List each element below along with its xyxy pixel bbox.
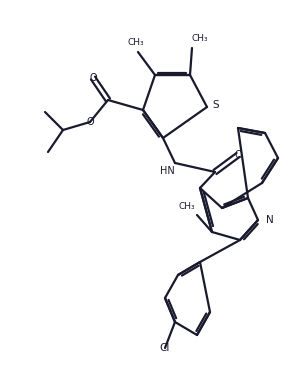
Text: O: O [89, 73, 97, 83]
Text: CH₃: CH₃ [128, 37, 144, 47]
Text: N: N [266, 215, 274, 225]
Text: CH₃: CH₃ [179, 201, 195, 211]
Text: Cl: Cl [160, 343, 170, 353]
Text: HN: HN [160, 166, 174, 176]
Text: CH₃: CH₃ [192, 33, 208, 42]
Text: S: S [213, 100, 219, 110]
Text: O: O [234, 150, 242, 160]
Text: O: O [86, 117, 94, 127]
